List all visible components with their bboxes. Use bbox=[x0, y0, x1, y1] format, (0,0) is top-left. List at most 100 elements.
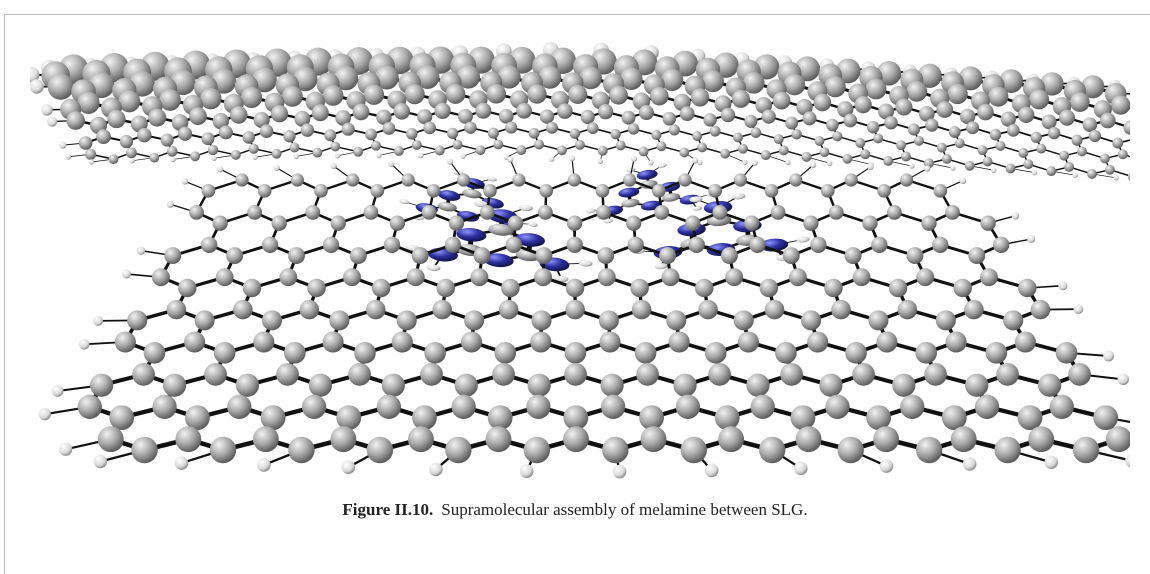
carbon-atom bbox=[855, 96, 872, 113]
carbon-atom bbox=[288, 247, 305, 264]
carbon-atom bbox=[639, 105, 654, 120]
carbon-atom bbox=[738, 144, 748, 154]
carbon-atom bbox=[951, 426, 977, 452]
carbon-atom bbox=[175, 426, 201, 452]
hydrogen-atom bbox=[294, 154, 299, 159]
carbon-atom bbox=[329, 310, 349, 330]
carbon-atom bbox=[789, 173, 802, 186]
carbon-atom bbox=[947, 84, 967, 104]
carbon-atom bbox=[698, 300, 718, 320]
carbon-atom bbox=[364, 205, 379, 220]
carbon-atom bbox=[216, 268, 234, 286]
hydrogen-atom bbox=[137, 246, 145, 254]
carbon-atom bbox=[470, 268, 488, 286]
hydrogen-atom bbox=[586, 208, 596, 214]
carbon-atom bbox=[163, 374, 186, 397]
hydrogen-atom bbox=[625, 167, 635, 173]
hydrogen-atom bbox=[89, 159, 94, 164]
hydrogen-atom bbox=[613, 465, 627, 479]
carbon-atom bbox=[632, 300, 652, 320]
hydrogen-atom bbox=[39, 408, 51, 420]
carbon-atom bbox=[464, 310, 484, 330]
carbon-atom bbox=[596, 205, 611, 220]
carbon-atom bbox=[402, 173, 415, 186]
carbon-atom bbox=[307, 279, 325, 297]
carbon-atom bbox=[685, 216, 700, 231]
carbon-atom bbox=[272, 149, 282, 159]
carbon-atom bbox=[189, 205, 204, 220]
carbon-atom bbox=[336, 405, 361, 430]
carbon-atom bbox=[1029, 89, 1049, 109]
carbon-atom bbox=[212, 216, 227, 231]
carbon-atom bbox=[873, 133, 883, 143]
carbon-atom bbox=[825, 76, 846, 97]
hydrogen-atom bbox=[549, 156, 554, 161]
carbon-atom bbox=[908, 123, 920, 135]
hydrogen-atom bbox=[1032, 170, 1037, 175]
carbon-atom bbox=[866, 405, 891, 430]
carbon-atom bbox=[688, 237, 704, 253]
carbon-atom bbox=[760, 279, 778, 297]
carbon-atom bbox=[535, 247, 552, 264]
carbon-atom bbox=[915, 342, 937, 364]
hydrogen-atom bbox=[388, 161, 394, 167]
carbon-atom bbox=[780, 363, 803, 386]
carbon-atom bbox=[367, 437, 393, 463]
carbon-atom bbox=[744, 115, 757, 128]
carbon-atom bbox=[680, 106, 695, 121]
carbon-atom bbox=[546, 122, 558, 134]
hydrogen-atom bbox=[507, 157, 513, 163]
carbon-atom bbox=[528, 374, 551, 397]
carbon-atom bbox=[486, 84, 506, 104]
carbon-atom bbox=[626, 216, 641, 231]
carbon-atom bbox=[461, 331, 482, 352]
carbon-atom bbox=[120, 135, 133, 148]
carbon-atom bbox=[1128, 172, 1130, 182]
carbon-atom bbox=[271, 105, 288, 122]
carbon-atom bbox=[501, 279, 519, 297]
carbon-atom bbox=[516, 145, 526, 155]
carbon-atom bbox=[420, 363, 443, 386]
carbon-atom bbox=[323, 237, 339, 253]
carbon-atom bbox=[390, 216, 405, 231]
carbon-atom bbox=[346, 173, 359, 186]
carbon-atom bbox=[202, 132, 215, 145]
carbon-atom bbox=[529, 128, 540, 139]
carbon-atom bbox=[832, 131, 842, 141]
carbon-atom bbox=[746, 374, 769, 397]
carbon-atom bbox=[144, 342, 166, 364]
carbon-atom bbox=[563, 426, 589, 452]
carbon-atom bbox=[705, 342, 727, 364]
carbon-atom bbox=[159, 89, 181, 111]
carbon-atom bbox=[1018, 405, 1043, 430]
carbon-atom bbox=[749, 237, 765, 253]
carbon-atom bbox=[1036, 144, 1046, 154]
carbon-atom bbox=[994, 437, 1020, 463]
carbon-atom bbox=[348, 363, 371, 386]
carbon-atom bbox=[407, 268, 425, 286]
carbon-atom bbox=[826, 119, 839, 132]
hydrogen-atom bbox=[52, 385, 64, 397]
hydrogen-atom bbox=[963, 457, 977, 471]
carbon-atom bbox=[451, 395, 475, 419]
carbon-atom bbox=[773, 92, 791, 110]
hydrogen-atom bbox=[648, 160, 653, 165]
carbon-atom bbox=[565, 342, 587, 364]
carbon-atom bbox=[820, 147, 830, 157]
carbon-atom bbox=[702, 70, 724, 92]
carbon-atom bbox=[152, 268, 170, 286]
carbon-atom bbox=[568, 173, 581, 186]
carbon-atom bbox=[901, 152, 911, 162]
carbon-atom bbox=[208, 145, 218, 155]
carbon-atom bbox=[1106, 426, 1130, 452]
hydrogen-atom bbox=[692, 158, 698, 164]
carbon-atom bbox=[892, 374, 915, 397]
hydrogen-atom bbox=[1103, 351, 1114, 362]
carbon-atom bbox=[131, 437, 157, 463]
carbon-atom bbox=[305, 205, 320, 220]
carbon-atom bbox=[1112, 138, 1123, 149]
carbon-atom bbox=[791, 405, 816, 430]
carbon-atom bbox=[301, 123, 314, 136]
carbon-atom bbox=[164, 247, 181, 264]
carbon-atom bbox=[796, 426, 822, 452]
